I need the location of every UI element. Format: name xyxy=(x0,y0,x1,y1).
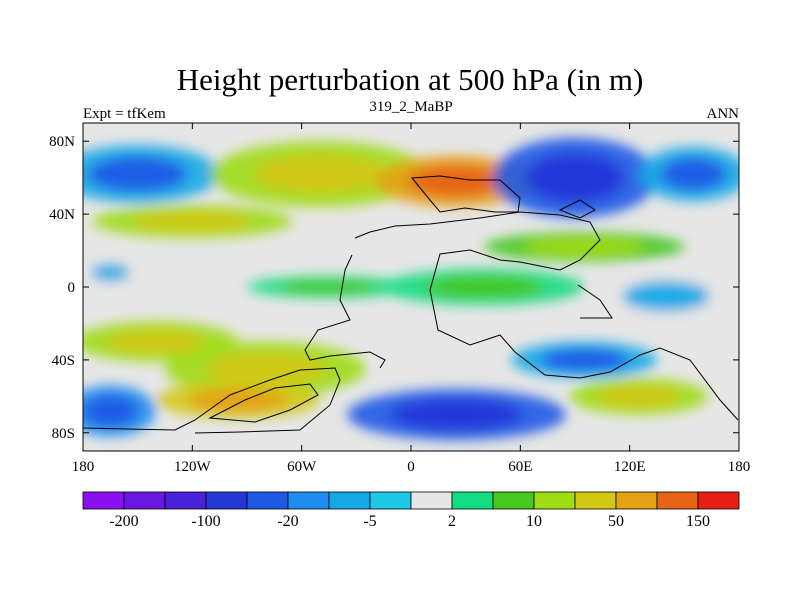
field-blob-core-9 xyxy=(423,276,545,298)
colorbar-box xyxy=(697,491,740,510)
field-blob-core-1 xyxy=(132,211,253,232)
colorbar-box xyxy=(451,491,494,510)
x-axis: 180 120W 60W 0 60E 120E 180 xyxy=(72,123,751,475)
field-blob-core-12 xyxy=(205,352,326,386)
y-tick-label: 40S xyxy=(52,353,75,369)
field-blob-core-13 xyxy=(188,389,288,411)
right-string: ANN xyxy=(707,106,740,122)
x-tick-label: 180 xyxy=(72,459,95,475)
colorbar-box xyxy=(410,491,453,510)
colorbar-box xyxy=(656,491,699,510)
field-blob-core-4 xyxy=(525,153,625,202)
coastline-greenland xyxy=(411,175,521,213)
colorbar-box xyxy=(533,491,576,510)
y-tick-label: 80N xyxy=(49,134,75,150)
coastline-south-america xyxy=(304,254,386,369)
colorbar-box xyxy=(615,491,658,510)
contour-field xyxy=(83,137,739,441)
field-blob-core-14 xyxy=(83,395,138,427)
field-blob-core-10 xyxy=(622,280,710,312)
colorbar-box xyxy=(82,491,125,510)
y-tick-label: 0 xyxy=(68,280,76,296)
field-blob-core-15 xyxy=(390,399,523,430)
field-blob-core-7 xyxy=(90,263,131,282)
field-blob-core-16 xyxy=(597,385,681,408)
coastline-antarctica xyxy=(83,367,341,434)
field-blob-core-11 xyxy=(106,329,206,354)
colorbar-label: 150 xyxy=(686,513,710,530)
colorbar-box xyxy=(328,491,371,510)
chart-title: Height perturbation at 500 hPa (in m) xyxy=(177,62,644,97)
x-tick-label: 60E xyxy=(508,459,532,475)
coastline-gulf xyxy=(577,284,613,319)
y-tick-label: 40N xyxy=(49,207,75,223)
coastline-east xyxy=(558,199,596,219)
center-string: 319_2_MaBP xyxy=(369,99,452,115)
field-blob-core-5 xyxy=(660,157,727,191)
colorbar-box xyxy=(246,491,289,510)
plot-area xyxy=(83,123,739,451)
y-tick-label: 80S xyxy=(52,426,75,442)
left-string: Expt = tfKem xyxy=(83,106,166,122)
field-blob-core-17 xyxy=(540,348,628,371)
colorbar-label: 50 xyxy=(608,513,624,530)
colorbar-box xyxy=(574,491,617,510)
colorbar-box xyxy=(123,491,166,510)
colorbar-box xyxy=(164,491,207,510)
field-blob-core-6 xyxy=(523,238,645,256)
coastline-peninsula xyxy=(208,383,319,423)
x-tick-label: 60W xyxy=(287,459,317,475)
colorbar-label: 10 xyxy=(526,513,542,530)
colorbar-box xyxy=(287,491,330,510)
colorbar-label: -5 xyxy=(363,513,376,530)
x-tick-label: 120W xyxy=(174,459,212,475)
colorbar-box xyxy=(205,491,248,510)
coastlines xyxy=(83,175,739,434)
x-tick-label: 120E xyxy=(614,459,646,475)
field-blob-core-3 xyxy=(407,166,506,197)
colorbar-label: -100 xyxy=(191,513,220,530)
x-tick-label: 0 xyxy=(407,459,415,475)
colorbar-box xyxy=(369,491,412,510)
field-blob-core-8 xyxy=(279,280,379,294)
colorbar-label: 2 xyxy=(448,513,456,530)
coastline-north-america xyxy=(354,211,739,421)
colorbar-label: -20 xyxy=(277,513,298,530)
y-axis: 80N 40N 0 40S 80S xyxy=(49,134,739,442)
colorbar: -200 -100 -20 -5 2 10 50 150 xyxy=(82,491,740,530)
field-blob-core-0 xyxy=(88,156,187,192)
colorbar-label: -200 xyxy=(109,513,138,530)
colorbar-box xyxy=(492,491,535,510)
field-blob-core-2 xyxy=(254,154,386,194)
x-tick-label: 180 xyxy=(728,459,751,475)
